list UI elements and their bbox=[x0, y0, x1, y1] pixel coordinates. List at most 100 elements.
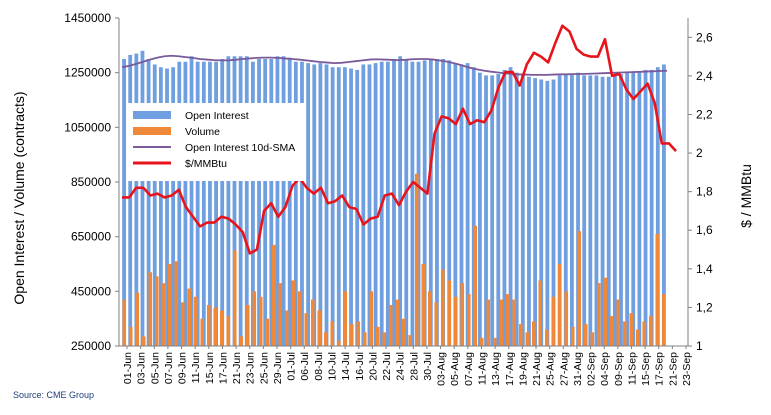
open-interest-bar bbox=[189, 56, 194, 347]
open-interest-bar bbox=[428, 59, 433, 346]
x-axis-tick-label: 15-Jun bbox=[204, 352, 216, 384]
open-interest-bar bbox=[373, 63, 378, 346]
x-axis-tick-label: 04-Sep bbox=[599, 352, 611, 386]
x-axis-tick-label: 29-Jun bbox=[272, 352, 284, 384]
volume-bars bbox=[122, 173, 666, 346]
x-axis-tick-label: 27-Aug bbox=[558, 352, 570, 386]
volume-bar bbox=[310, 299, 315, 346]
open-interest-bar bbox=[195, 61, 200, 346]
open-interest-bar bbox=[465, 63, 470, 346]
x-axis-tick-label: 22-Jul bbox=[381, 352, 393, 381]
x-axis-tick-label: 28-Jul bbox=[408, 352, 420, 381]
x-axis-tick-label: 08-Jul bbox=[313, 352, 325, 381]
volume-bar bbox=[304, 313, 309, 346]
x-axis-tick-label: 21-Aug bbox=[531, 352, 543, 386]
volume-bar bbox=[427, 291, 432, 346]
volume-bar bbox=[382, 332, 387, 346]
volume-bar bbox=[174, 261, 179, 346]
x-axis-tick-label: 09-Jun bbox=[177, 352, 189, 384]
legend-label-price: $/MMBtu bbox=[185, 158, 227, 170]
volume-bar bbox=[180, 302, 185, 346]
open-interest-bar bbox=[238, 56, 243, 347]
open-interest-bar bbox=[330, 67, 335, 346]
open-interest-bar bbox=[496, 74, 501, 346]
x-axis-tick-label: 25-Jun bbox=[258, 352, 270, 384]
right-axis-tick-label: 2 bbox=[696, 146, 703, 160]
volume-bar bbox=[135, 292, 140, 346]
open-interest-bar bbox=[128, 54, 133, 347]
volume-bar bbox=[271, 244, 276, 346]
left-axis-tick-label: 450000 bbox=[71, 284, 111, 298]
open-interest-bar bbox=[146, 59, 151, 346]
volume-bar bbox=[297, 291, 302, 346]
left-axis-title: Open Interest / Volume (contracts) bbox=[11, 91, 27, 304]
volume-bar bbox=[161, 283, 166, 346]
volume-bar bbox=[258, 296, 263, 346]
volume-bar bbox=[375, 326, 380, 346]
open-interest-bar bbox=[637, 71, 642, 347]
open-interest-bar bbox=[459, 64, 464, 346]
x-axis-tick-label: 11-Jun bbox=[190, 352, 202, 383]
volume-bar bbox=[525, 332, 530, 346]
open-interest-bar bbox=[226, 56, 231, 347]
volume-bar bbox=[544, 329, 549, 346]
right-axis-tick-label: 1,4 bbox=[696, 262, 713, 276]
open-interest-bar bbox=[533, 78, 537, 346]
open-interest-bar bbox=[208, 61, 212, 346]
price-line bbox=[122, 24, 677, 255]
open-interest-bar bbox=[490, 75, 495, 347]
right-axis-tick-label: 2,2 bbox=[696, 107, 713, 121]
volume-bar bbox=[167, 264, 172, 346]
open-interest-bar bbox=[244, 56, 249, 347]
volume-bar bbox=[213, 307, 218, 346]
open-interest-bar bbox=[662, 64, 666, 346]
open-interest-bar bbox=[324, 64, 329, 346]
x-axis-tick-label: 01-Jun bbox=[122, 352, 134, 384]
open-interest-bar bbox=[582, 75, 587, 347]
volume-bar bbox=[336, 340, 341, 346]
right-axis-tick-label: 1,6 bbox=[696, 223, 713, 237]
volume-bar bbox=[499, 299, 504, 346]
volume-bar bbox=[538, 280, 543, 346]
open-interest-bar bbox=[643, 69, 648, 347]
open-interest-bar bbox=[477, 72, 482, 347]
x-axis-tick-label: 05-Aug bbox=[449, 352, 461, 386]
x-axis-tick-label: 05-Jun bbox=[149, 352, 161, 384]
open-interest-bar bbox=[306, 63, 311, 346]
open-interest-bar bbox=[287, 57, 292, 346]
open-interest-bar bbox=[594, 75, 599, 347]
open-interest-bar bbox=[263, 59, 268, 346]
legend-swatch-open-interest bbox=[133, 111, 171, 119]
right-axis-title: $ / MMBtu bbox=[738, 164, 754, 228]
volume-bar bbox=[590, 332, 595, 346]
volume-bar bbox=[505, 294, 510, 346]
volume-bar bbox=[460, 283, 465, 346]
open-interest-bar bbox=[416, 61, 421, 346]
volume-bar bbox=[362, 332, 367, 346]
open-interest-bar bbox=[606, 76, 611, 347]
legend-label-open-interest: Open Interest bbox=[185, 110, 249, 122]
open-interest-bar bbox=[140, 50, 145, 347]
open-interest-bar bbox=[201, 61, 206, 346]
volume-bar bbox=[356, 321, 361, 346]
open-interest-bar bbox=[563, 74, 568, 346]
x-axis-tick-label: 23-Jun bbox=[245, 352, 257, 384]
volume-bar bbox=[577, 231, 582, 346]
open-interest-bar bbox=[453, 63, 458, 346]
open-interest-bar bbox=[220, 59, 225, 346]
x-axis-tick-label: 17-Aug bbox=[504, 352, 516, 386]
open-interest-bar bbox=[312, 64, 317, 346]
x-axis-tick-label: 23-Sep bbox=[681, 352, 693, 386]
x-axis-tick-label: 19-Aug bbox=[517, 352, 529, 386]
volume-bar bbox=[434, 302, 439, 346]
volume-bar bbox=[245, 305, 250, 346]
legend-swatch-volume bbox=[133, 127, 171, 135]
volume-bar bbox=[648, 315, 653, 346]
volume-bar bbox=[473, 225, 478, 346]
left-axis-tick-label: 1450000 bbox=[64, 11, 111, 25]
legend: Open Interest Volume Open Interest 10d-S… bbox=[126, 103, 306, 181]
volume-bar bbox=[122, 299, 127, 346]
volume-bar bbox=[642, 321, 647, 346]
open-interest-bar bbox=[214, 61, 218, 346]
x-axis-tick-label: 06-Jul bbox=[299, 352, 311, 381]
